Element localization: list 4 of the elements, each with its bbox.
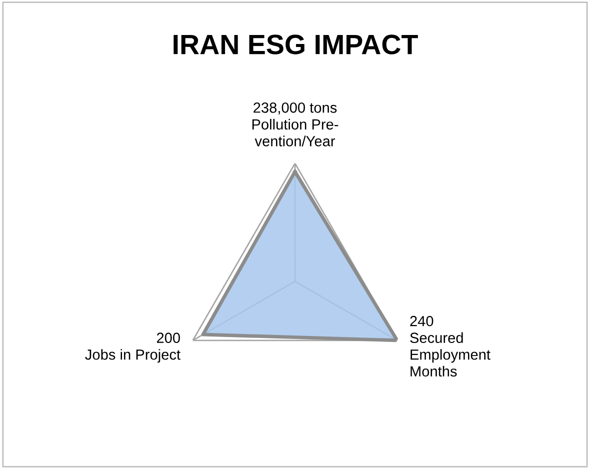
spoke-label: 238,000 tons Pollution Pre- vention/Year: [252, 102, 338, 146]
chart-title: IRAN ESG IMPACT: [174, 34, 418, 54]
spoke-label: 200 Jobs in Project: [85, 332, 180, 363]
spoke-label: 240 Secured Employment Months: [410, 316, 490, 377]
